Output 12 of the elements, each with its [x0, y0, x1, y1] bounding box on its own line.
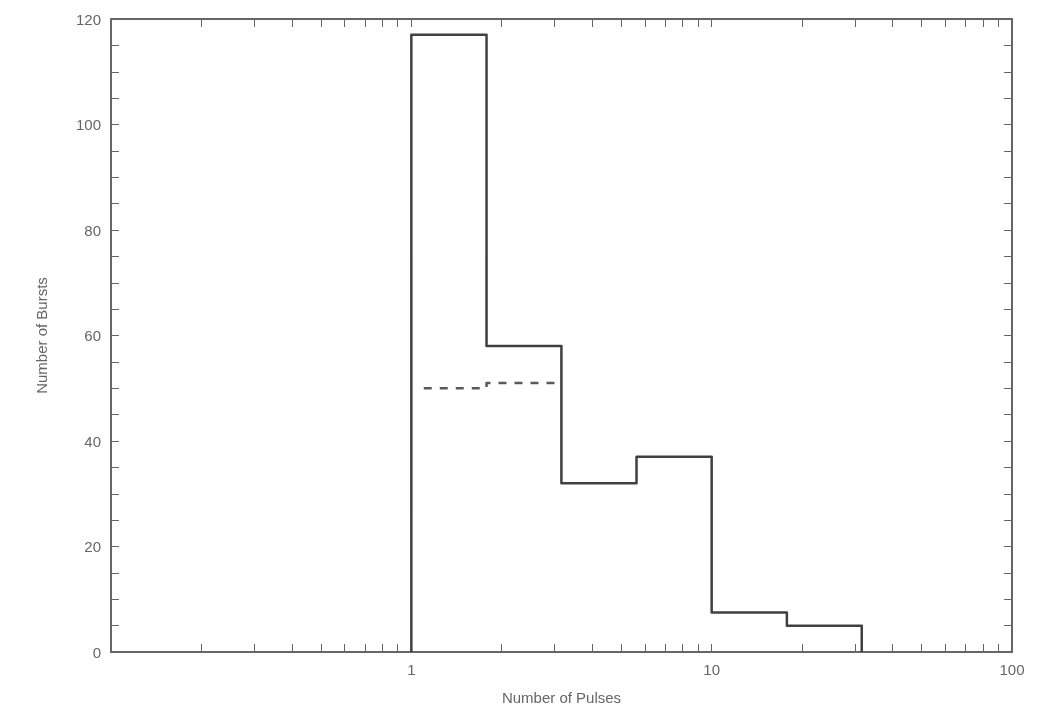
y-tick-label: 40 — [84, 432, 101, 450]
x-tick-label: 1 — [407, 661, 416, 678]
y-tick-label: 20 — [84, 538, 101, 555]
x-tick-label: 100 — [999, 661, 1025, 678]
y-tick-label: 0 — [92, 643, 101, 661]
y-tick-label: 100 — [75, 116, 101, 133]
y-tick-label: 120 — [75, 10, 101, 28]
x-tick-label: 10 — [703, 661, 721, 678]
y-axis-title: Number of Bursts — [33, 277, 50, 394]
x-axis-title: Number of Pulses — [501, 689, 622, 706]
y-tick-label: 60 — [84, 327, 101, 344]
y-tick-label: 80 — [84, 221, 101, 239]
